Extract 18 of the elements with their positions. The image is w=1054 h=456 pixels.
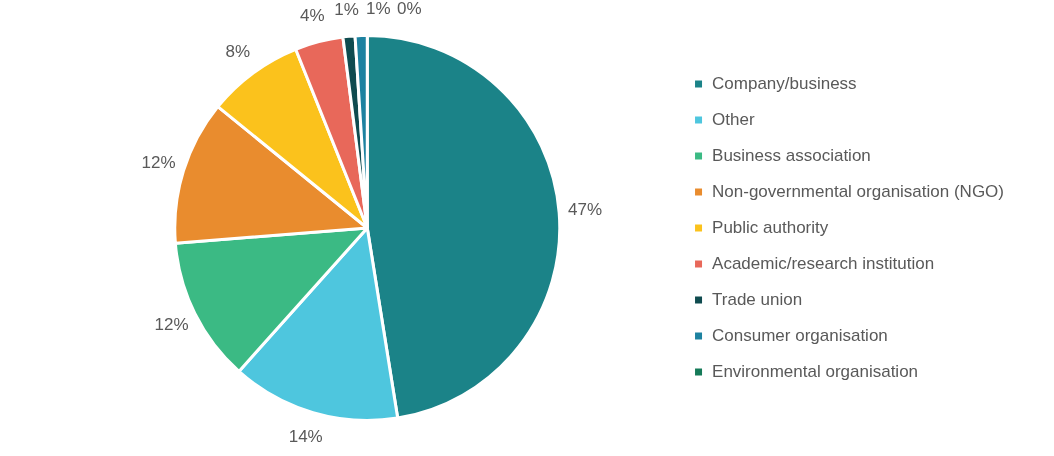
legend-label: Other: [712, 109, 755, 129]
legend-label: Environmental organisation: [712, 361, 919, 381]
data-label: 14%: [288, 427, 323, 447]
text: 0%: [396, 0, 422, 19]
legend-label: Academic/research institution: [712, 253, 935, 273]
data-label: 12%: [154, 314, 189, 334]
data-label: 8%: [225, 41, 251, 61]
legend-label: Non-governmental organisation (NGO): [712, 181, 1005, 201]
legend-label: Business association: [712, 145, 871, 165]
data-label: 12%: [141, 152, 176, 172]
legend-label: Public authority: [712, 217, 829, 237]
data-label: 47%: [568, 200, 603, 220]
legend-label: Trade union: [712, 289, 803, 309]
legend-label: Company/business: [712, 73, 857, 93]
data-label: 1%: [366, 0, 391, 19]
data-label: 4%: [300, 6, 325, 26]
legend-label: Consumer organisation: [712, 325, 888, 345]
data-label: 1%: [334, 0, 359, 20]
